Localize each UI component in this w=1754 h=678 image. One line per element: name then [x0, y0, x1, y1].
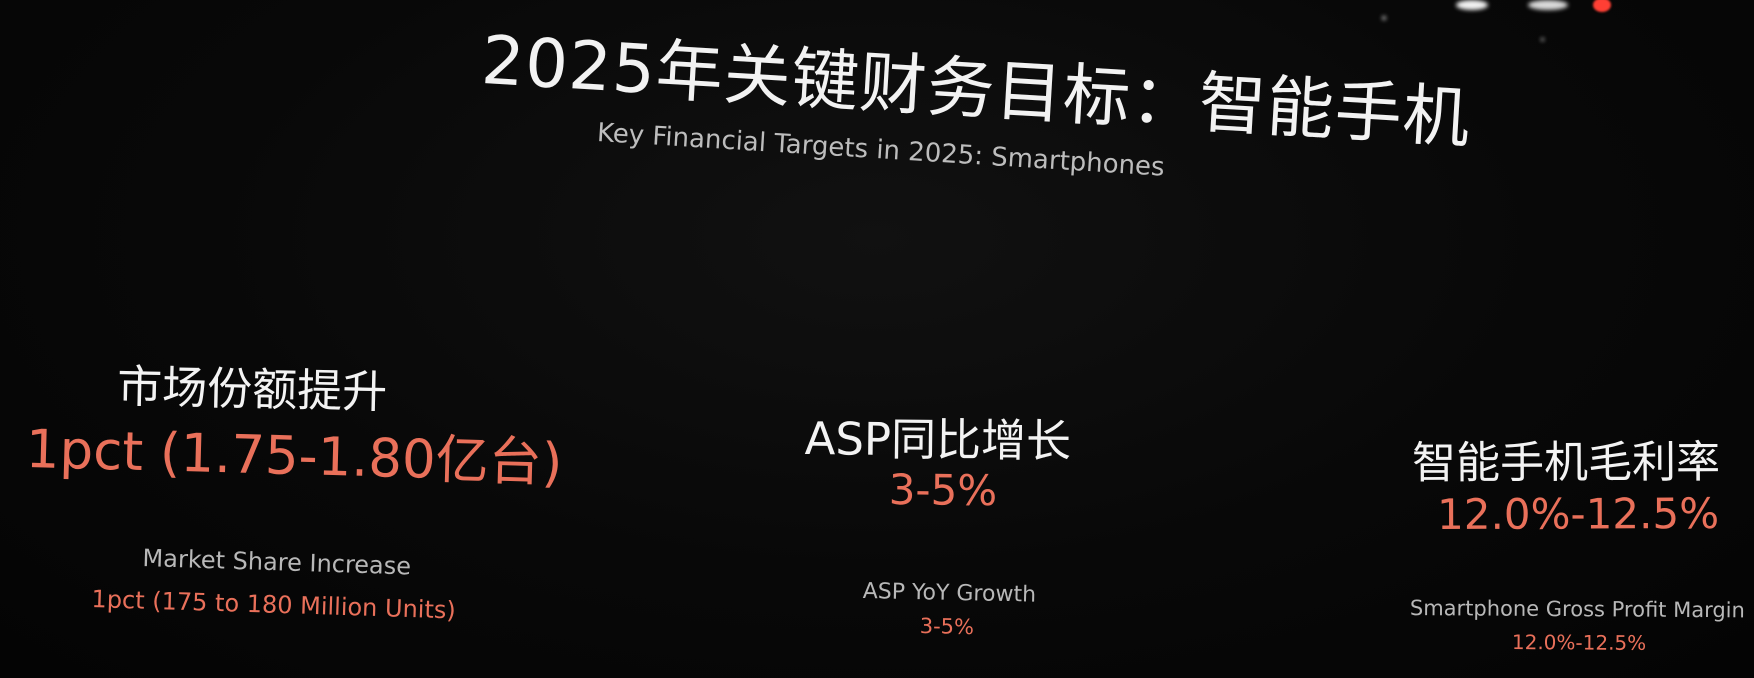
market-share-value-english: 1pct (175 to 180 Million Units)	[91, 585, 457, 625]
gross-margin-label-chinese: 智能手机毛利率	[1412, 436, 1721, 489]
red-light-glare	[1593, 0, 1611, 12]
market-share-label-english: Market Share Increase	[142, 544, 412, 581]
gross-margin-value-english: 12.0%-12.5%	[1511, 630, 1647, 655]
small-light-dot	[1382, 16, 1386, 20]
gross-margin-label-english: Smartphone Gross Profit Margin	[1409, 596, 1745, 623]
gross-margin-value-chinese: 12.0%-12.5%	[1437, 489, 1720, 539]
small-light-dot	[1541, 38, 1544, 41]
white-light-glare	[1456, 0, 1488, 10]
asp-growth-label-english: ASP YoY Growth	[862, 579, 1037, 608]
market-share-value-chinese: 1pct (1.75-1.80亿台)	[25, 418, 564, 495]
asp-growth-value-chinese: 3-5%	[888, 465, 998, 516]
asp-growth-label-chinese: ASP同比增长	[804, 411, 1072, 468]
white-light-glare	[1528, 0, 1568, 10]
stage-lights	[1338, 0, 1668, 50]
asp-growth-value-english: 3-5%	[919, 614, 975, 640]
